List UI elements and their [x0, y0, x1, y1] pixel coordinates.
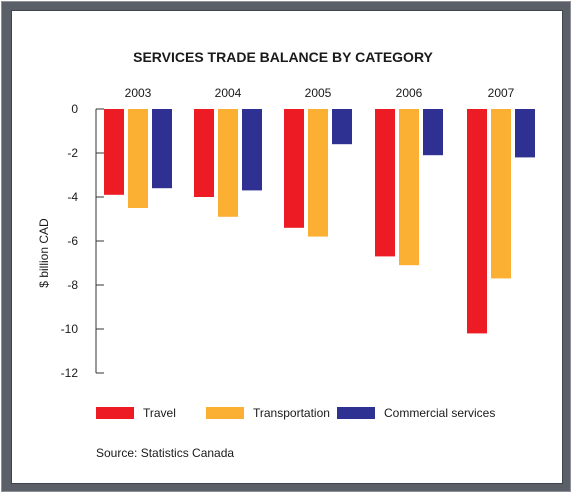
- bars: [104, 109, 535, 334]
- y-tick-label: -8: [67, 278, 78, 292]
- legend-swatch-travel: [96, 407, 134, 419]
- y-tick-label: -4: [67, 190, 78, 204]
- bar-travel-2005: [284, 109, 304, 228]
- chart-title: SERVICES TRADE BALANCE BY CATEGORY: [133, 49, 433, 65]
- bar-commercial-services-2004: [242, 109, 262, 191]
- y-tick-label: -10: [61, 322, 79, 336]
- bar-travel-2006: [375, 109, 395, 257]
- legend-swatch-transportation: [206, 407, 244, 419]
- bar-travel-2007: [467, 109, 487, 334]
- legend-swatch-commercial-services: [337, 407, 375, 419]
- category-label-2004: 2004: [215, 86, 242, 100]
- y-axis: 0 -2 -4 -6 -8 -10 -12: [61, 102, 104, 380]
- category-label-2005: 2005: [305, 86, 332, 100]
- bar-chart: SERVICES TRADE BALANCE BY CATEGORY 2003 2…: [37, 49, 535, 460]
- legend: Travel Transportation Commercial services: [96, 406, 495, 420]
- chart-panel: SERVICES TRADE BALANCE BY CATEGORY 2003 2…: [11, 10, 563, 484]
- bar-commercial-services-2005: [332, 109, 352, 145]
- source-note: Source: Statistics Canada: [96, 446, 234, 460]
- category-label-2003: 2003: [125, 86, 152, 100]
- bar-transportation-2003: [128, 109, 148, 208]
- bar-commercial-services-2003: [152, 109, 172, 189]
- bar-commercial-services-2006: [423, 109, 443, 156]
- y-tick-label: -2: [67, 146, 78, 160]
- category-label-2007: 2007: [488, 86, 515, 100]
- category-label-2006: 2006: [396, 86, 423, 100]
- bar-transportation-2004: [218, 109, 238, 217]
- bar-transportation-2006: [399, 109, 419, 266]
- bar-transportation-2005: [308, 109, 328, 237]
- bar-travel-2004: [194, 109, 214, 197]
- bar-travel-2003: [104, 109, 124, 195]
- y-tick-label: -6: [67, 234, 78, 248]
- legend-label-commercial-services: Commercial services: [384, 406, 495, 420]
- y-axis-label: $ billion CAD: [37, 218, 51, 288]
- category-labels: 2003 2004 2005 2006 2007: [125, 86, 515, 100]
- y-tick-label: -12: [61, 366, 79, 380]
- legend-label-transportation: Transportation: [253, 406, 330, 420]
- bar-commercial-services-2007: [515, 109, 535, 158]
- bar-transportation-2007: [491, 109, 511, 279]
- y-tick-label: 0: [71, 102, 78, 116]
- legend-label-travel: Travel: [143, 406, 176, 420]
